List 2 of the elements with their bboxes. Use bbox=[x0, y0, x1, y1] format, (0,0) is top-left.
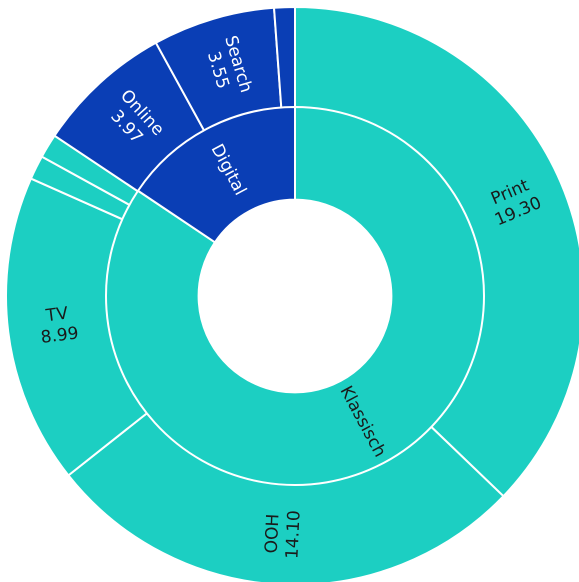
data-label: 14.10 bbox=[282, 510, 305, 560]
slice-label: OOH bbox=[262, 513, 284, 554]
